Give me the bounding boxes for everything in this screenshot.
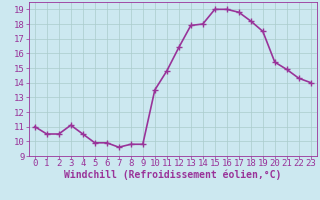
X-axis label: Windchill (Refroidissement éolien,°C): Windchill (Refroidissement éolien,°C) (64, 169, 282, 180)
